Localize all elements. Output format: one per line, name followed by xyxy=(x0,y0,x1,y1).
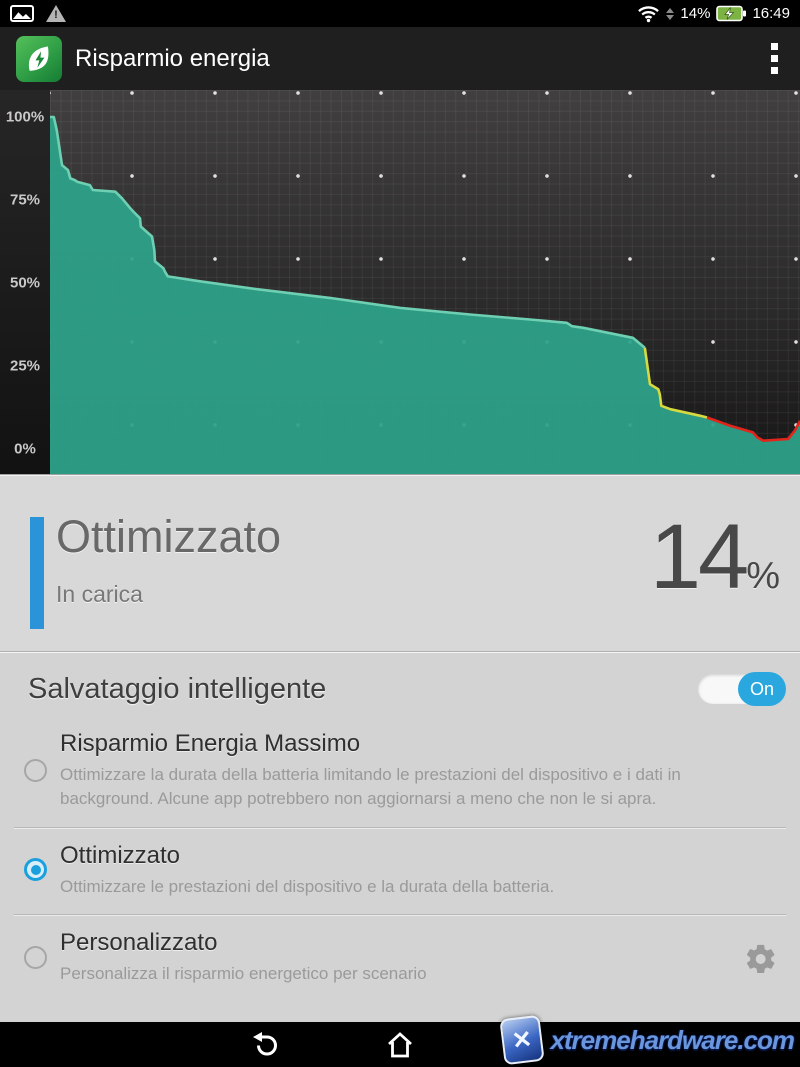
wifi-icon xyxy=(638,6,660,23)
warning-icon xyxy=(46,5,66,22)
option-row-0[interactable]: Risparmio Energia Massimo Ottimizzare la… xyxy=(0,716,800,827)
status-clock: 16:49 xyxy=(752,5,790,22)
battery-charging-icon xyxy=(716,5,747,22)
option-title: Personalizzato xyxy=(60,929,218,957)
watermark-logo-icon: ✕ xyxy=(499,1014,546,1066)
network-activity-icon xyxy=(666,7,675,20)
radio-customized[interactable] xyxy=(24,946,47,970)
watermark-text: xtremehardware.com xyxy=(550,1024,795,1055)
site-watermark: ✕ xtremehardware.com xyxy=(499,1014,795,1066)
power-saver-app-icon xyxy=(16,35,62,82)
charging-state-label: In carica xyxy=(56,581,143,607)
battery-level-value: 14% xyxy=(649,506,780,608)
y-tick-100: 100% xyxy=(5,108,45,126)
gallery-notification-icon xyxy=(10,5,34,22)
option-description: Ottimizzare le prestazioni del dispositi… xyxy=(60,876,555,896)
smart-saving-section: Salvataggio intelligente On Risparmio En… xyxy=(0,651,800,1022)
y-tick-75: 75% xyxy=(9,191,41,209)
smart-saving-toggle[interactable]: On xyxy=(698,672,786,706)
battery-area-series xyxy=(50,115,800,474)
radio-max-saving[interactable] xyxy=(24,758,47,782)
navigation-bar: ✕ xtremehardware.com xyxy=(0,1014,800,1067)
back-button[interactable] xyxy=(250,1029,282,1061)
option-title: Ottimizzato xyxy=(60,841,181,869)
customized-settings-gear-icon[interactable] xyxy=(744,942,778,976)
overflow-menu-button[interactable] xyxy=(765,35,784,82)
divider xyxy=(14,826,786,828)
option-description: Ottimizzare la durata della batteria lim… xyxy=(60,765,681,808)
divider xyxy=(14,914,786,916)
status-battery-percent: 14% xyxy=(680,5,711,22)
app-bar: Risparmio energia xyxy=(0,27,800,90)
option-title: Risparmio Energia Massimo xyxy=(60,730,361,757)
page-title: Risparmio energia xyxy=(75,44,270,72)
y-tick-50: 50% xyxy=(9,274,41,292)
option-row-1[interactable]: Ottimizzato Ottimizzare le prestazioni d… xyxy=(0,828,800,915)
option-description: Personalizza il risparmio energetico per… xyxy=(60,964,427,984)
home-button[interactable] xyxy=(384,1029,416,1061)
toggle-thumb[interactable]: On xyxy=(738,672,786,706)
chart-plot-area xyxy=(50,90,800,474)
smart-saving-title: Salvataggio intelligente xyxy=(28,672,327,705)
battery-history-chart: 100% 75% 50% 25% 0% xyxy=(0,90,800,474)
status-bar: 14% 16:49 xyxy=(0,0,800,27)
battery-level-unit: % xyxy=(746,555,780,597)
accent-bar xyxy=(30,517,44,629)
chart-y-axis: 100% 75% 50% 25% 0% xyxy=(0,90,50,474)
current-mode-label: Ottimizzato xyxy=(56,511,282,562)
current-mode-card: Ottimizzato In carica 14% xyxy=(0,474,800,651)
y-tick-25: 25% xyxy=(9,357,41,375)
radio-optimized[interactable] xyxy=(24,858,47,882)
option-row-2[interactable]: Personalizzato Personalizza il risparmio… xyxy=(0,915,800,1002)
y-tick-0: 0% xyxy=(14,440,36,458)
